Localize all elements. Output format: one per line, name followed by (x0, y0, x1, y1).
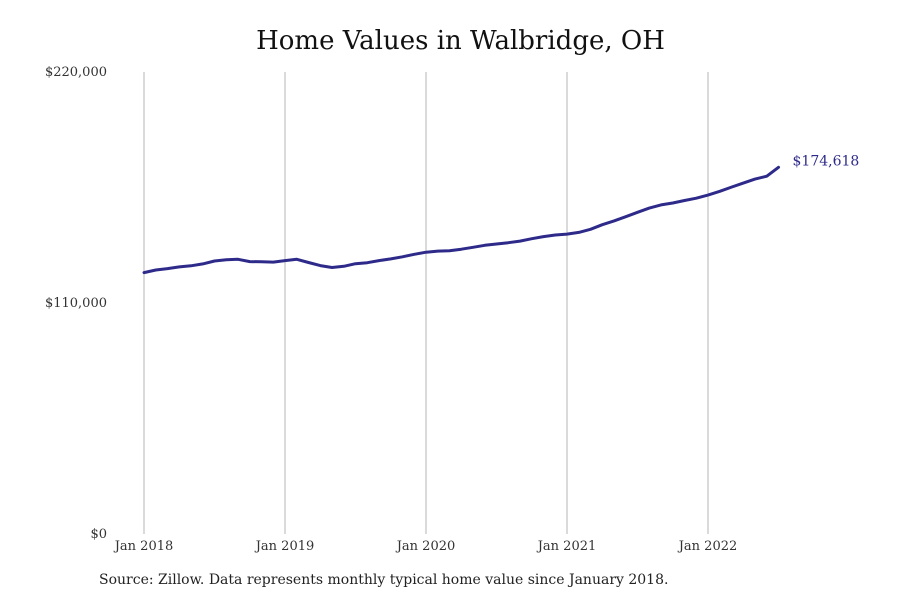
data-point (342, 265, 345, 268)
data-point (718, 190, 721, 193)
data-point (472, 246, 475, 249)
x-tick-label: Jan 2022 (677, 539, 738, 554)
data-point (378, 259, 381, 262)
gridlines (143, 72, 709, 534)
data-point (401, 255, 404, 258)
data-point (307, 261, 310, 264)
data-point (495, 242, 498, 245)
data-point (166, 267, 169, 270)
data-point (660, 203, 663, 206)
data-point (519, 240, 522, 243)
data-point (601, 223, 604, 226)
y-axis-ticks: $0 $110,000 $220,000 (45, 65, 107, 542)
series-layer (142, 165, 780, 275)
data-point (436, 250, 439, 253)
x-tick-label: Jan 2019 (254, 539, 315, 554)
data-point (425, 251, 428, 254)
data-point (577, 231, 580, 234)
data-point (636, 211, 639, 214)
data-point (190, 264, 193, 267)
data-point (507, 241, 510, 244)
data-point (754, 178, 757, 181)
x-axis-ticks: Jan 2018 Jan 2019 Jan 2020 Jan 2021 Jan 2022 (113, 539, 738, 554)
data-point (413, 253, 416, 256)
data-point (742, 182, 745, 185)
data-point (777, 166, 780, 169)
chart-title: Home Values in Walbridge, OH (256, 26, 665, 56)
data-point (295, 258, 298, 261)
data-point (730, 186, 733, 189)
data-point (248, 260, 251, 263)
y-tick-label: $0 (90, 527, 107, 542)
data-point (460, 248, 463, 251)
data-point (530, 237, 533, 240)
data-point (671, 202, 674, 205)
data-point (566, 233, 569, 236)
x-tick-label: Jan 2021 (536, 539, 597, 554)
end-value-label: $174,618 (793, 153, 860, 169)
data-point (143, 271, 146, 274)
x-tick-label: Jan 2018 (113, 539, 174, 554)
data-point (260, 260, 263, 263)
data-point (366, 261, 369, 264)
data-point (707, 194, 710, 197)
data-point (695, 197, 698, 200)
data-point (624, 215, 627, 218)
data-point (542, 235, 545, 238)
data-point (201, 262, 204, 265)
data-point (554, 233, 557, 236)
data-point (237, 258, 240, 261)
data-point (483, 244, 486, 247)
data-point (765, 175, 768, 178)
data-point (354, 262, 357, 265)
data-point (389, 257, 392, 260)
data-point (613, 219, 616, 222)
data-point (225, 258, 228, 261)
source-note: Source: Zillow. Data represents monthly … (99, 572, 669, 588)
data-point (319, 264, 322, 267)
data-point (178, 265, 181, 268)
data-point (331, 266, 334, 269)
data-point (284, 259, 287, 262)
x-tick-label: Jan 2020 (395, 539, 456, 554)
data-point (272, 261, 275, 264)
data-point (648, 207, 651, 210)
data-point (589, 228, 592, 231)
y-tick-label: $110,000 (45, 296, 107, 311)
y-tick-label: $220,000 (45, 65, 107, 80)
data-point (213, 260, 216, 263)
data-point (683, 199, 686, 202)
series-line (142, 165, 780, 275)
data-point (448, 249, 451, 252)
data-point (154, 269, 157, 272)
